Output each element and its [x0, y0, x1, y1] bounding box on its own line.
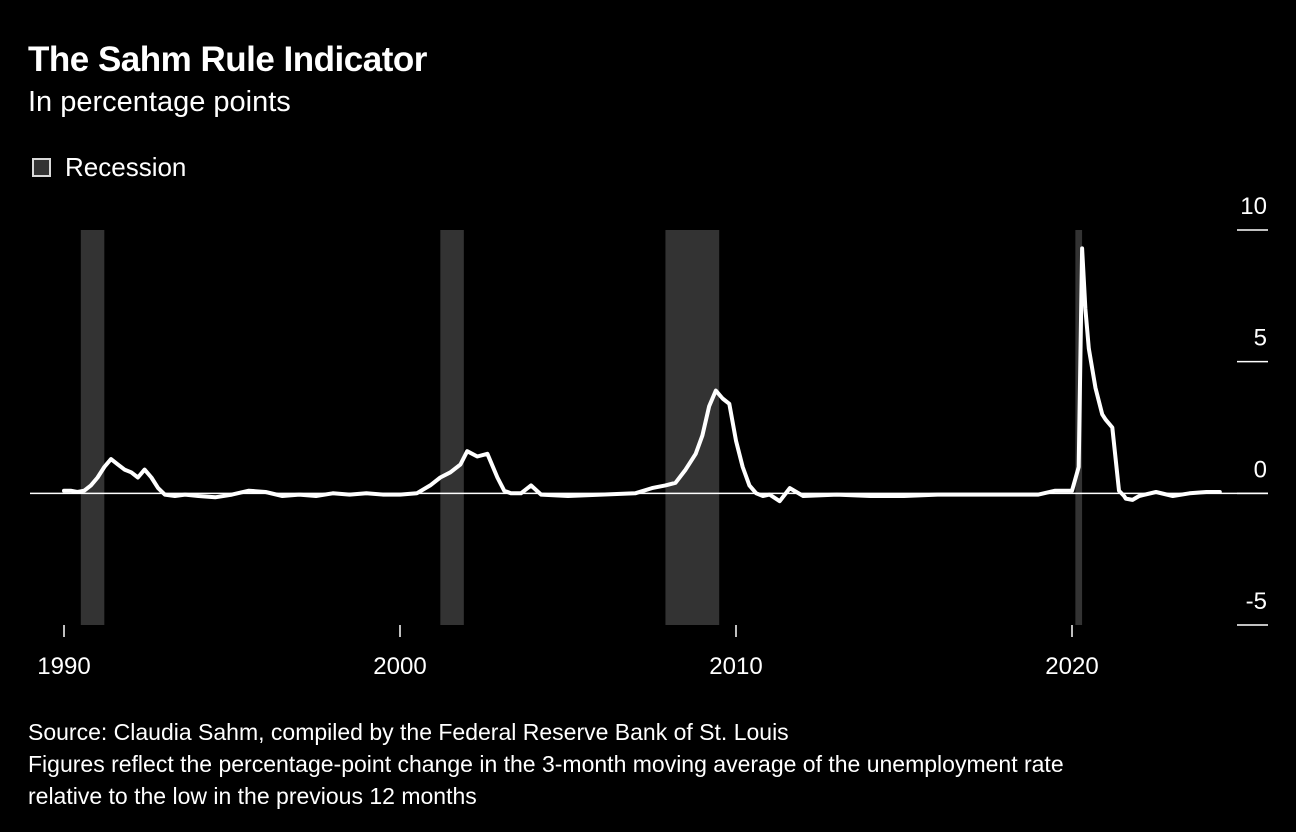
legend: Recession	[32, 152, 186, 183]
chart-title: The Sahm Rule Indicator	[28, 40, 427, 79]
source-note: Source: Claudia Sahm, compiled by the Fe…	[28, 719, 789, 745]
y-tick-label-5: 5	[1254, 325, 1267, 352]
recession-band-2	[440, 230, 464, 625]
y-tick-label-10: 10	[1240, 193, 1267, 220]
recession-legend-label: Recession	[65, 152, 187, 182]
y-tick-label-0: 0	[1254, 456, 1267, 483]
y-tick-label--5: -5	[1246, 588, 1267, 615]
chart-subtitle: In percentage points	[28, 86, 291, 118]
recession-legend-swatch	[32, 158, 51, 177]
x-tick-label-2000: 2000	[373, 653, 426, 680]
methodology-note-line-1: Figures reflect the percentage-point cha…	[28, 751, 1064, 777]
methodology-note-line-2: relative to the low in the previous 12 m…	[28, 783, 477, 809]
x-tick-label-1990: 1990	[37, 653, 90, 680]
x-tick-label-2020: 2020	[1045, 653, 1098, 680]
sahm-rule-chart: -5 0 5 10 1990 2000 2010 2020	[30, 193, 1268, 680]
sahm-rule-series-line	[62, 246, 1222, 504]
x-tick-label-2010: 2010	[709, 653, 762, 680]
recession-band-1	[80, 230, 105, 625]
recession-band-3	[665, 230, 720, 625]
footer: Source: Claudia Sahm, compiled by the Fe…	[28, 716, 1278, 812]
